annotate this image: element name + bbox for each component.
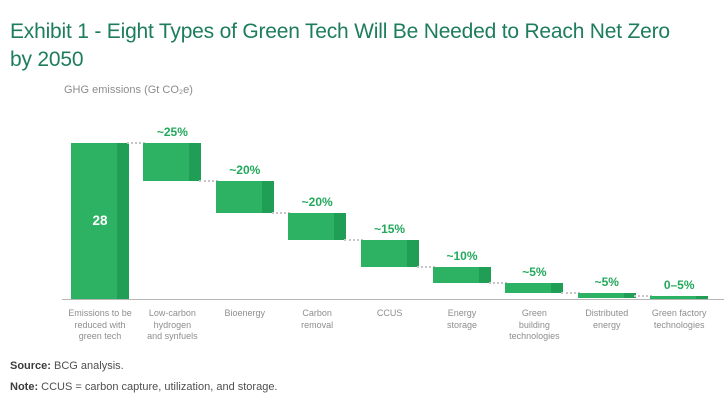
waterfall-bar [577, 292, 636, 298]
step-connector-line [416, 265, 435, 268]
y-axis-title: GHG emissions (Gt CO₂e) [64, 84, 193, 96]
bar-value-label: ~5% [594, 274, 619, 289]
step-connector-line [561, 291, 580, 294]
note-label: Note: [10, 381, 39, 393]
category-label: CCUS [376, 308, 403, 318]
bar-value-label: 0–5% [663, 278, 695, 293]
bar-value-label: ~20% [301, 194, 333, 209]
bar-value-label: 28 [92, 213, 108, 228]
step-connector-line [199, 179, 218, 182]
waterfall-bar [650, 296, 709, 299]
source-line: Source: BCG analysis. [10, 360, 124, 372]
category-label: Emissions to be reduced with green tech [68, 308, 132, 341]
bar-value-label: ~5% [522, 264, 547, 279]
note-text: CCUS = carbon capture, utilization, and … [38, 381, 278, 393]
waterfall-bar [505, 282, 564, 293]
bar-value-label: ~10% [446, 248, 478, 263]
source-label: Source: [10, 360, 51, 372]
step-connector-line [633, 295, 653, 298]
source-text: BCG analysis. [50, 360, 124, 372]
waterfall-bar: 28 [71, 143, 129, 299]
waterfall-bar [433, 266, 491, 283]
page-title: Exhibit 1 - Eight Types of Green Tech Wi… [10, 20, 670, 72]
category-label: Energy storage [446, 308, 478, 330]
bar-value-label: ~25% [156, 125, 188, 139]
waterfall-bar [360, 239, 419, 267]
waterfall-bar [143, 143, 202, 181]
bar-value-label: ~15% [374, 221, 406, 236]
category-label: Low-carbon hydrogen and synfuels [147, 308, 198, 341]
step-connector-line [271, 211, 291, 214]
x-axis-line [62, 299, 724, 300]
category-label: Green building technologies [509, 308, 560, 341]
step-connector-line [489, 281, 508, 284]
category-label: Distributed energy [585, 308, 629, 330]
bar-value-label: ~20% [229, 162, 261, 177]
waterfall-bar [215, 180, 274, 213]
category-label: Bioenergy [224, 308, 266, 318]
waterfall-bar [288, 212, 347, 240]
category-label: Carbon removal [301, 308, 334, 330]
category-label: Green factory technologies [651, 308, 707, 330]
note-line: Note: CCUS = carbon capture, utilization… [10, 381, 278, 393]
step-connector-line [127, 142, 146, 144]
step-connector-line [344, 238, 363, 241]
